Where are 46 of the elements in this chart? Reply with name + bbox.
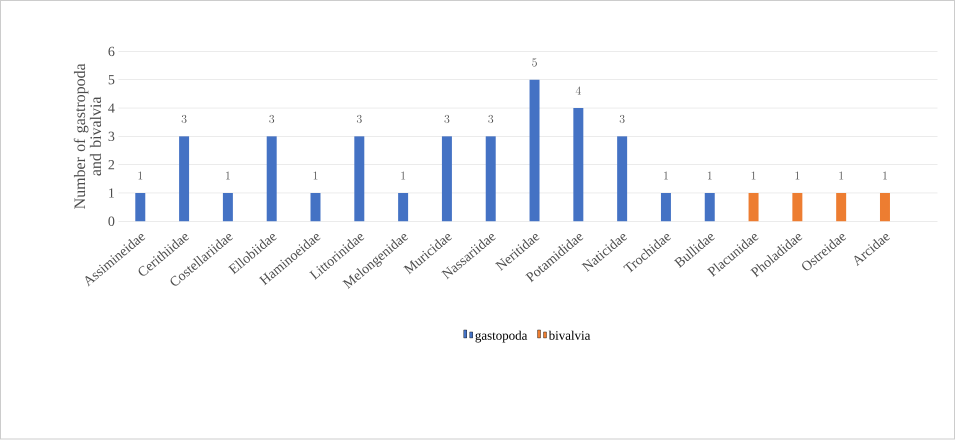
- data-label: 1: [401, 172, 406, 180]
- data-label: 3: [356, 115, 362, 124]
- data-label: 1: [796, 172, 800, 180]
- data-label: 3: [444, 115, 450, 124]
- bar: [704, 193, 715, 222]
- data-label: 1: [314, 172, 318, 180]
- data-label: 1: [664, 172, 668, 180]
- data-label: 1: [226, 172, 230, 180]
- data-label: 3: [488, 115, 494, 124]
- legend-label: bivalvia: [548, 330, 590, 340]
- bar: [836, 193, 846, 222]
- data-label: 5: [532, 58, 537, 67]
- y-tick-label: 0: [108, 216, 114, 226]
- y-tick-label: 6: [108, 46, 114, 56]
- data-label: 1: [752, 172, 756, 180]
- bar: [660, 193, 671, 222]
- data-label: 1: [883, 172, 887, 180]
- y-tick-label: 2: [108, 160, 114, 170]
- y-tick-label: 1: [109, 188, 114, 198]
- bar: [792, 193, 802, 222]
- bar: [748, 193, 759, 222]
- data-label: 3: [182, 115, 187, 124]
- bar: [880, 193, 890, 222]
- bar: [486, 136, 496, 222]
- bar: [530, 80, 540, 222]
- y-axis-title: Number of gastropoda and bivalvia: [74, 64, 102, 210]
- data-label: 1: [839, 172, 844, 180]
- bar: [442, 136, 452, 222]
- y-tick-label: 4: [108, 104, 115, 113]
- bar: [573, 108, 584, 222]
- bar: [266, 136, 277, 222]
- y-tick-label: 5: [108, 75, 114, 85]
- bar: [354, 136, 364, 222]
- data-label: 1: [138, 172, 142, 180]
- bar: [135, 193, 146, 222]
- bar: [179, 136, 190, 222]
- legend-label: gastopoda: [475, 330, 528, 343]
- bar: [617, 136, 628, 222]
- bar: [310, 193, 320, 222]
- y-tick-label: 3: [108, 132, 114, 142]
- bar: [398, 193, 408, 222]
- bar: [222, 193, 233, 222]
- data-label: 1: [708, 172, 712, 180]
- data-label: 4: [576, 86, 581, 95]
- data-label: 3: [269, 115, 274, 124]
- data-label: 3: [620, 115, 625, 124]
